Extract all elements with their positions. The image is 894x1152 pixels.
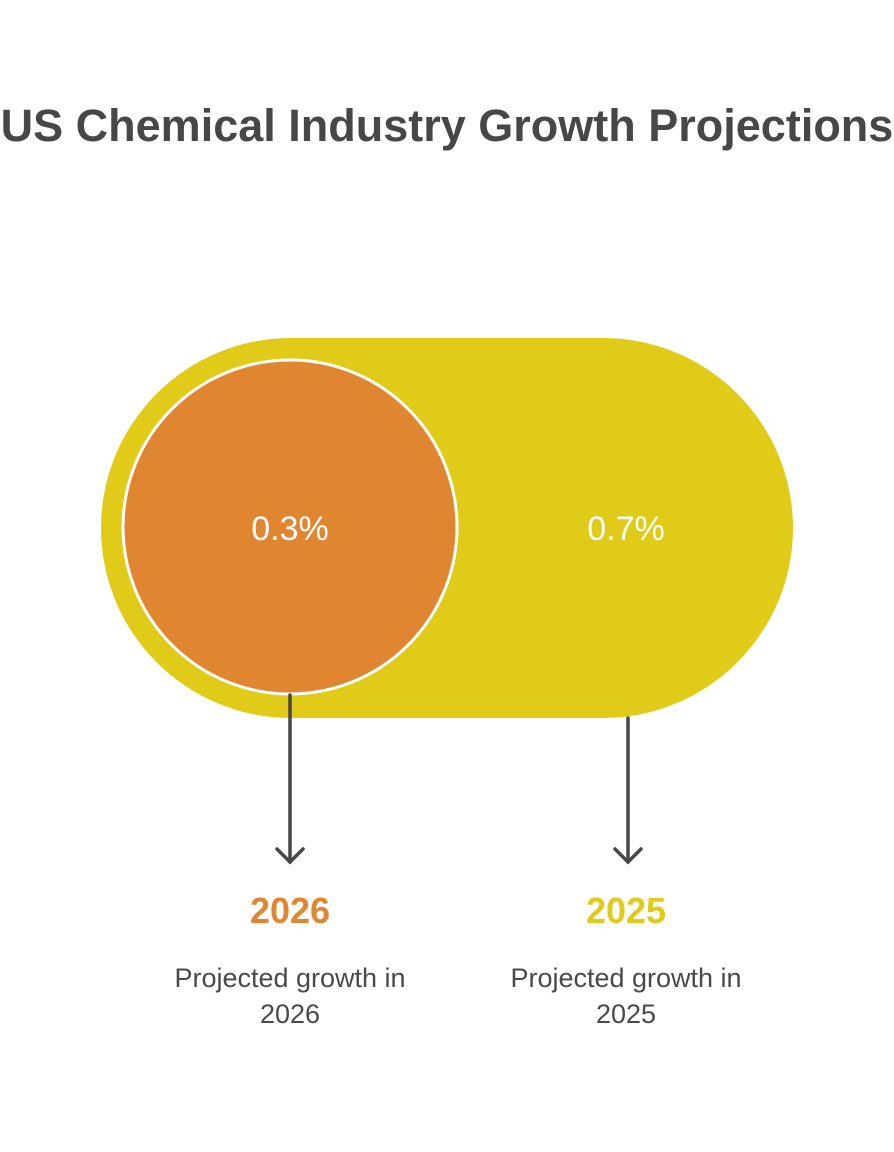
description-2026: Projected growth in 2026 [174, 963, 406, 1029]
description-2025: Projected growth in 2025 [510, 963, 742, 1029]
arrow-2026 [275, 693, 305, 865]
year-2025: 2025 [585, 890, 667, 931]
year-2026: 2026 [249, 890, 331, 931]
arrow-2025 [613, 716, 643, 865]
value-2025: 0.7% [587, 510, 665, 548]
diagram-title: US Chemical Industry Growth Projections [0, 100, 894, 151]
value-2026: 0.3% [251, 510, 329, 548]
